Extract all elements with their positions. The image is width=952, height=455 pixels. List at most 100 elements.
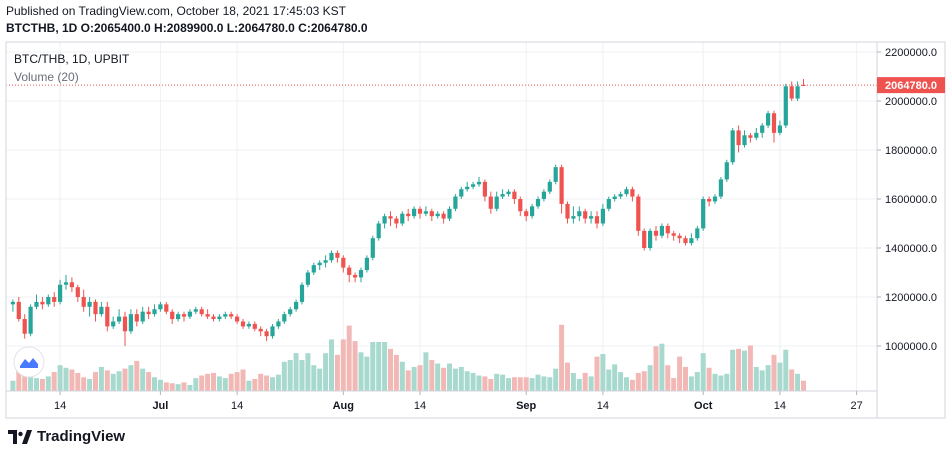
candle-body[interactable] xyxy=(288,309,293,315)
candle-body[interactable] xyxy=(376,223,381,239)
candle-body[interactable] xyxy=(447,208,452,219)
candle-body[interactable] xyxy=(618,194,623,197)
candle-body[interactable] xyxy=(22,319,27,334)
candle-body[interactable] xyxy=(223,314,228,317)
candle-body[interactable] xyxy=(689,238,694,244)
candle-body[interactable] xyxy=(571,216,576,219)
tradingview-badge[interactable] xyxy=(13,346,45,378)
candle-body[interactable] xyxy=(164,304,169,312)
candle-body[interactable] xyxy=(748,135,753,138)
candle-body[interactable] xyxy=(695,228,700,239)
candle-body[interactable] xyxy=(134,314,139,322)
candle-body[interactable] xyxy=(730,130,735,163)
candle-body[interactable] xyxy=(594,216,600,224)
candle-body[interactable] xyxy=(606,199,611,209)
candle-body[interactable] xyxy=(494,196,499,209)
candle-body[interactable] xyxy=(146,311,151,315)
candle-body[interactable] xyxy=(547,181,552,192)
candle-body[interactable] xyxy=(176,314,181,320)
candle-body[interactable] xyxy=(252,323,257,329)
candle-body[interactable] xyxy=(329,252,334,261)
candle-body[interactable] xyxy=(394,218,399,224)
candle-body[interactable] xyxy=(736,130,741,146)
candle-body[interactable] xyxy=(294,301,299,310)
candle-body[interactable] xyxy=(235,316,240,322)
candle-body[interactable] xyxy=(742,135,747,146)
candle-body[interactable] xyxy=(199,309,204,315)
candle-body[interactable] xyxy=(264,331,269,337)
candle-body[interactable] xyxy=(642,230,647,248)
candle-body[interactable] xyxy=(75,287,80,297)
candle-body[interactable] xyxy=(659,225,664,236)
candle-body[interactable] xyxy=(683,238,688,244)
candle-body[interactable] xyxy=(518,199,523,212)
candle-body[interactable] xyxy=(347,267,352,275)
candle-body[interactable] xyxy=(122,316,128,332)
candle-body[interactable] xyxy=(211,316,216,320)
candle-body[interactable] xyxy=(364,257,369,271)
candle-body[interactable] xyxy=(181,314,187,317)
candle-body[interactable] xyxy=(459,189,464,197)
candle-body[interactable] xyxy=(317,262,322,266)
candle-body[interactable] xyxy=(187,311,192,317)
candle-body[interactable] xyxy=(258,328,263,332)
candle-body[interactable] xyxy=(435,213,440,217)
candle-body[interactable] xyxy=(677,235,682,239)
candle-body[interactable] xyxy=(441,213,446,219)
footer-branding[interactable]: TradingView xyxy=(8,428,125,445)
candle-body[interactable] xyxy=(636,196,641,231)
candle-body[interactable] xyxy=(565,203,570,219)
candle-body[interactable] xyxy=(718,179,723,197)
candle-body[interactable] xyxy=(589,216,594,219)
candle-body[interactable] xyxy=(105,306,110,327)
candle-body[interactable] xyxy=(530,206,535,217)
candle-body[interactable] xyxy=(789,86,794,99)
candle-body[interactable] xyxy=(500,194,505,197)
candle-body[interactable] xyxy=(63,282,69,285)
candle-body[interactable] xyxy=(506,191,511,195)
candle-body[interactable] xyxy=(117,316,122,322)
candle-body[interactable] xyxy=(482,181,487,197)
candle-body[interactable] xyxy=(353,274,358,278)
candle-body[interactable] xyxy=(707,199,712,202)
candle-body[interactable] xyxy=(801,84,806,86)
candle-body[interactable] xyxy=(577,211,582,217)
candle-body[interactable] xyxy=(671,233,676,236)
candle-body[interactable] xyxy=(559,167,564,204)
candle-body[interactable] xyxy=(58,284,63,302)
price-axis[interactable]: 1000000.0 1200000.0 1400000.0 1600000.0 1800… xyxy=(877,47,937,353)
candle-body[interactable] xyxy=(282,314,287,322)
candle-body[interactable] xyxy=(87,301,92,307)
candle-body[interactable] xyxy=(760,125,765,133)
candle-body[interactable] xyxy=(358,270,364,278)
candle-body[interactable] xyxy=(701,199,706,229)
candle-body[interactable] xyxy=(246,323,251,327)
candle-body[interactable] xyxy=(583,211,588,219)
candle-body[interactable] xyxy=(305,272,310,285)
candle-body[interactable] xyxy=(240,321,246,327)
candle-body[interactable] xyxy=(40,301,45,305)
candle-body[interactable] xyxy=(476,181,482,185)
candle-body[interactable] xyxy=(28,306,33,334)
candle-body[interactable] xyxy=(630,189,635,197)
candle-body[interactable] xyxy=(299,284,305,302)
candle-body[interactable] xyxy=(170,311,175,320)
candle-body[interactable] xyxy=(535,199,541,207)
candle-body[interactable] xyxy=(34,301,39,307)
candle-body[interactable] xyxy=(193,309,198,312)
candle-body[interactable] xyxy=(612,196,617,199)
candle-body[interactable] xyxy=(140,311,145,322)
candle-body[interactable] xyxy=(388,216,393,219)
candle-body[interactable] xyxy=(724,162,729,180)
candle-body[interactable] xyxy=(81,297,86,307)
candle-body[interactable] xyxy=(541,191,546,199)
candle-body[interactable] xyxy=(429,211,434,217)
candle-body[interactable] xyxy=(311,265,316,273)
candle-body[interactable] xyxy=(69,282,74,288)
candle-body[interactable] xyxy=(111,321,116,327)
candle-body[interactable] xyxy=(453,196,458,209)
candle-body[interactable] xyxy=(10,301,15,305)
candlesticks[interactable] xyxy=(10,78,806,346)
candle-body[interactable] xyxy=(158,304,163,310)
